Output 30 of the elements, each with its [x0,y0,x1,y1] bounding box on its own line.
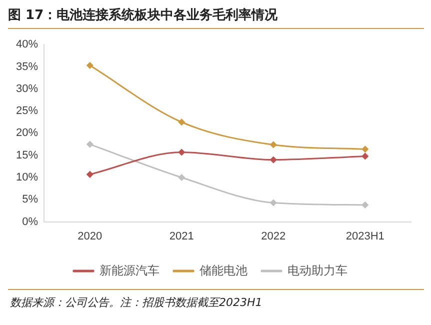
y-tick-label: 20% [16,127,38,140]
point [270,156,277,164]
point [86,141,94,148]
y-tick-label: 25% [16,105,38,118]
legend-label: 新能源汽车 [100,263,160,278]
y-tick-label: 15% [16,149,38,162]
point [86,171,94,178]
point [362,146,368,152]
y-tick-label: 30% [16,82,38,95]
point [270,200,277,206]
point [178,149,185,156]
x-tick-label: 2023H1 [346,230,384,242]
legend-label: 储能电池 [200,263,248,278]
y-tick-label: 35% [16,60,38,73]
chart-title: 图 17：电池连接系统板块中各业务毛利率情况 [8,6,278,24]
y-tick-label: 0% [22,216,38,228]
y-tick-label: 40% [16,38,38,51]
point [178,118,185,126]
x-tick-label: 2022 [261,230,286,242]
y-tick-label: 5% [22,194,38,206]
point [362,202,368,208]
point [270,141,277,148]
y-tick-label: 10% [16,172,38,184]
legend-label: 电动助力车 [288,263,348,278]
source-note: 数据来源：公司公告。注：招股书数据截至2023H1 [10,295,262,310]
point [178,174,185,181]
x-tick-label: 2020 [78,230,102,242]
point [86,62,94,69]
x-tick-label: 2021 [169,230,194,242]
point [362,152,368,160]
